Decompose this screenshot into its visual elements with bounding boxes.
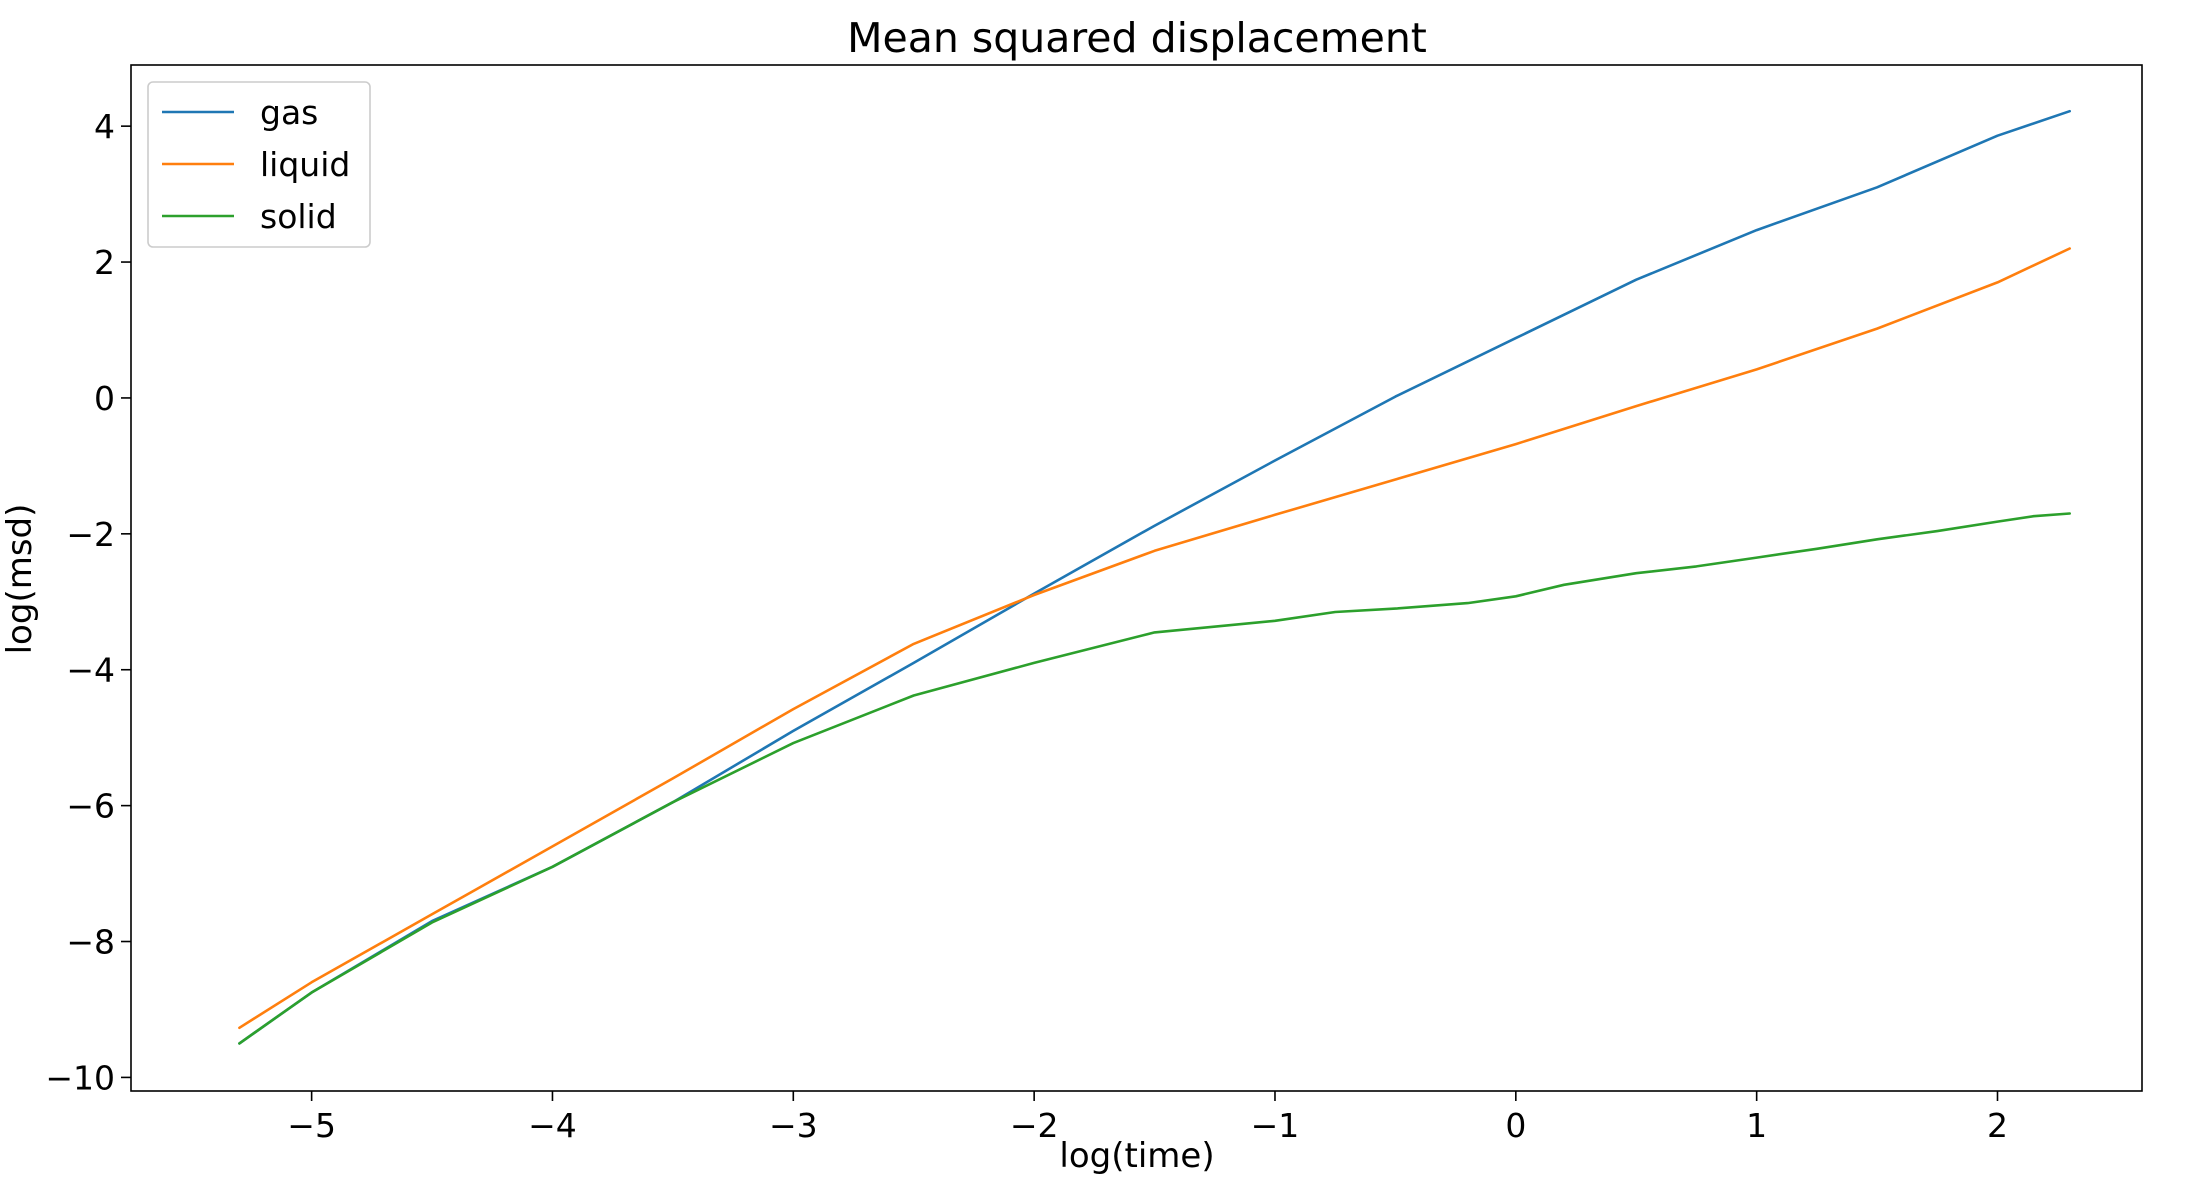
chart-title: Mean squared displacement — [847, 14, 1427, 62]
x-tick-label: −5 — [287, 1106, 336, 1145]
x-tick-label: −1 — [1251, 1106, 1300, 1145]
y-tick-label: −6 — [66, 787, 115, 826]
y-tick-label: 0 — [94, 379, 115, 418]
y-tick-label: −8 — [66, 923, 115, 962]
legend: gas liquid solid — [147, 81, 371, 248]
series-line-liquid — [238, 247, 2071, 1030]
x-tick-label: 2 — [1987, 1106, 2008, 1145]
x-tick-label: −4 — [528, 1106, 577, 1145]
x-tick-label: 1 — [1746, 1106, 1767, 1145]
x-tick-label: −3 — [769, 1106, 818, 1145]
x-axis-label: log(time) — [1059, 1136, 1214, 1176]
y-tick-label: −2 — [66, 515, 115, 554]
legend-label-liquid: liquid — [260, 145, 350, 184]
y-tick-label: −4 — [66, 651, 115, 690]
legend-label-gas: gas — [260, 93, 318, 132]
x-tick-label: −2 — [1010, 1106, 1059, 1145]
y-tick-label: 2 — [94, 243, 115, 282]
legend-box — [147, 81, 371, 248]
plot-area — [130, 64, 2143, 1092]
y-tick-label: 4 — [94, 107, 115, 146]
y-axis-label: log(msd) — [0, 504, 40, 655]
legend-label-solid: solid — [260, 197, 337, 236]
x-tick-label: 0 — [1505, 1106, 1526, 1145]
y-axis: −10 −8 −6 −4 −2 0 2 4 — [45, 107, 131, 1097]
x-axis: −5 −4 −3 −2 −1 0 1 2 — [287, 1091, 2008, 1145]
series-line-solid — [238, 512, 2071, 1045]
y-tick-label: −10 — [45, 1058, 115, 1097]
series-layer — [238, 109, 2071, 1045]
